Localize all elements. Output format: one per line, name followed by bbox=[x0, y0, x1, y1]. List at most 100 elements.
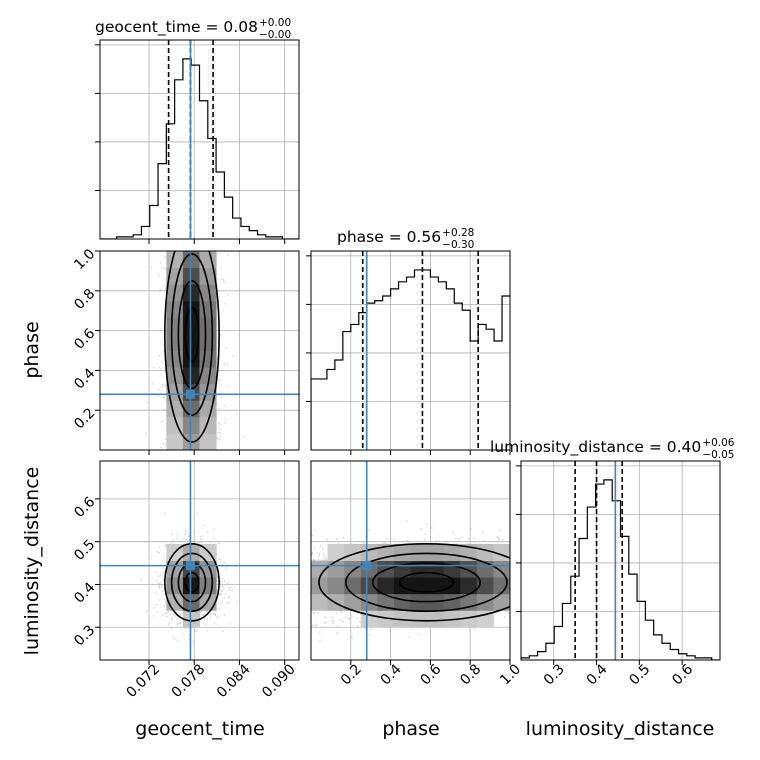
sample-point bbox=[158, 587, 161, 589]
sample-point bbox=[351, 636, 353, 639]
density-block bbox=[344, 543, 362, 561]
sample-point bbox=[312, 612, 315, 615]
sample-point bbox=[158, 366, 161, 369]
density-block bbox=[199, 300, 217, 318]
sample-point bbox=[216, 277, 219, 280]
sample-point bbox=[231, 589, 234, 592]
sample-point bbox=[454, 537, 457, 540]
sample-point bbox=[223, 363, 226, 366]
sample-point bbox=[163, 557, 166, 560]
panel-background bbox=[311, 251, 510, 450]
density-block bbox=[460, 610, 478, 628]
density-block bbox=[410, 610, 428, 628]
sample-point bbox=[335, 538, 338, 540]
sample-point bbox=[226, 589, 229, 592]
sample-point bbox=[220, 592, 223, 595]
x-tick-label-phase-3: 0.8 bbox=[457, 661, 484, 688]
sample-point bbox=[219, 423, 221, 426]
x-axis-label-geocent-time: geocent_time bbox=[135, 718, 264, 740]
sample-point bbox=[324, 621, 327, 624]
sample-point bbox=[152, 615, 155, 617]
density-block bbox=[166, 433, 184, 450]
sample-point bbox=[221, 630, 224, 633]
panel-title-phase: phase = 0.56 +0.28−0.30 bbox=[337, 227, 474, 251]
sample-point bbox=[425, 523, 428, 526]
sample-point bbox=[430, 527, 433, 529]
sample-point bbox=[159, 261, 162, 264]
sample-point bbox=[199, 535, 202, 538]
sample-point bbox=[170, 619, 173, 621]
sample-point bbox=[227, 595, 230, 598]
sample-point bbox=[461, 536, 464, 539]
sample-point bbox=[152, 383, 155, 385]
sample-point bbox=[314, 624, 317, 627]
contour-level-1 bbox=[177, 280, 207, 390]
x-tick-label-phase-1: 0.4 bbox=[378, 661, 405, 688]
density-block bbox=[199, 284, 217, 302]
sample-point bbox=[220, 590, 223, 593]
sample-point bbox=[162, 442, 165, 445]
density-block bbox=[166, 251, 184, 269]
sample-point bbox=[164, 600, 167, 603]
sample-point bbox=[218, 439, 221, 441]
contour-level-3 bbox=[318, 543, 510, 622]
sample-point bbox=[424, 631, 427, 633]
sample-point bbox=[229, 586, 232, 589]
density-block bbox=[427, 593, 445, 611]
title-main: geocent_time = 0.08 bbox=[95, 18, 258, 37]
sample-point bbox=[206, 617, 209, 620]
truth-marker bbox=[185, 389, 195, 399]
sample-point bbox=[219, 602, 222, 605]
sample-point bbox=[321, 547, 324, 550]
sample-point bbox=[218, 542, 221, 545]
sample-point bbox=[505, 610, 508, 613]
histogram-step-luminosity_distance bbox=[521, 479, 720, 660]
sample-point bbox=[317, 558, 320, 561]
density-block bbox=[199, 317, 217, 335]
density-block bbox=[493, 560, 510, 578]
density-block bbox=[443, 543, 461, 561]
sample-point bbox=[161, 361, 164, 364]
sample-point bbox=[145, 432, 147, 435]
sample-point bbox=[367, 529, 370, 531]
panel-content bbox=[100, 461, 299, 660]
density-block bbox=[377, 577, 395, 595]
sample-point bbox=[219, 593, 221, 596]
sample-point bbox=[482, 540, 485, 543]
contour-level-0 bbox=[398, 571, 455, 593]
sample-point bbox=[209, 617, 212, 620]
sample-point bbox=[184, 533, 187, 536]
sample-point bbox=[218, 608, 220, 610]
panel-frame bbox=[520, 460, 721, 661]
sample-point bbox=[218, 431, 221, 434]
sample-point bbox=[200, 610, 203, 613]
y-axis-label-phase: phase bbox=[21, 321, 43, 378]
sample-point bbox=[206, 531, 209, 534]
sample-point bbox=[160, 585, 163, 587]
sample-point bbox=[182, 633, 185, 636]
sample-point bbox=[175, 535, 178, 537]
sample-point bbox=[219, 560, 222, 563]
sample-point bbox=[503, 616, 506, 618]
panel-background bbox=[521, 461, 720, 660]
panels-layer: geocent_time = 0.08 +0.00−0.00 phase = 0.5… bbox=[71, 17, 734, 701]
sample-point bbox=[385, 537, 388, 540]
y-tick-label-luminosity_distance-1: 0.4 bbox=[71, 579, 98, 606]
x-tick-label-geocent_time-0: 0.072 bbox=[123, 661, 163, 701]
sample-point bbox=[220, 397, 223, 399]
density-block bbox=[311, 593, 329, 611]
sample-point bbox=[405, 520, 408, 522]
sample-point bbox=[184, 531, 187, 533]
contour-level-2 bbox=[170, 253, 214, 416]
sample-point bbox=[157, 582, 160, 585]
sample-point bbox=[161, 420, 163, 423]
sample-point bbox=[323, 556, 326, 558]
sample-point bbox=[349, 613, 352, 616]
sample-point bbox=[155, 571, 158, 574]
density-block bbox=[199, 367, 217, 385]
y-tick-label-luminosity_distance-3: 0.6 bbox=[71, 494, 98, 521]
density-block bbox=[460, 560, 478, 578]
hist-panel-geocent_time bbox=[95, 39, 300, 244]
density-block bbox=[460, 577, 478, 595]
contour-level-3 bbox=[164, 543, 220, 622]
